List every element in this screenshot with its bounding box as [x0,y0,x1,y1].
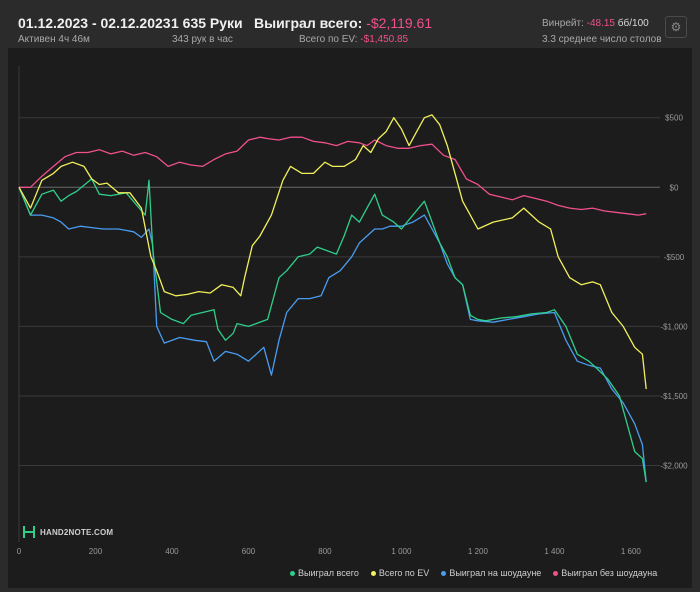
x-tick-label: 0 [17,547,22,556]
y-tick-label: -$2,000 [660,461,688,470]
date-range: 01.12.2023 - 02.12.2023 [18,15,171,31]
settings-button[interactable]: ⚙ [665,16,687,38]
total-ev: Всего по EV: -$1,450.85 [299,34,408,45]
series-line [18,178,647,483]
legend-label: Выиграл на шоудауне [449,568,542,578]
series-line [19,136,647,216]
y-tick-label: $500 [665,114,683,123]
x-tick-label: 1 000 [391,547,412,556]
chart-legend: Выиграл всего Всего по EV Выиграл на шоу… [290,568,657,578]
logo: HAND2NOTE.COM [22,525,113,539]
legend-item-nonshowdown[interactable]: Выиграл без шоудауна [553,568,657,578]
hands-per-hour: 343 рук в час [172,34,233,45]
winrate: Винрейт: -48.15 бб/100 [542,18,649,29]
y-tick-label: -$1,500 [660,392,688,401]
winrate-label: Винрейт: [542,18,584,29]
y-tick-label: -$500 [664,253,685,262]
y-tick-label: -$1,000 [660,322,688,331]
legend-label: Выиграл без шоудауна [561,568,658,578]
active-time: Активен 4ч 46м [18,34,90,45]
logo-icon [23,526,35,538]
x-tick-label: 800 [318,547,332,556]
winrate-unit: бб/100 [617,18,649,29]
legend-swatch [370,570,376,576]
series-line [18,114,647,390]
legend-swatch [441,570,447,576]
x-tick-label: 1 600 [621,547,642,556]
winrate-value: -48.15 [586,18,615,29]
legend-item-ev[interactable]: Всего по EV [370,568,430,578]
legend-label: Выиграл всего [298,568,359,578]
chart-header: 01.12.2023 - 02.12.2023 Активен 4ч 46м 1… [0,0,700,50]
gear-icon: ⚙ [670,20,682,34]
y-tick-label: $0 [670,183,679,192]
legend-item-won[interactable]: Выиграл всего [290,568,359,578]
results-chart: $500 $0 -$500 -$1,000 -$1,500 -$2,000 0 200 400 6… [17,66,688,556]
legend-label: Всего по EV [378,568,430,578]
x-tick-label: 200 [89,547,103,556]
legend-swatch [290,570,295,576]
total-ev-value: -$1,450.85 [360,34,409,45]
x-tick-label: 600 [242,547,256,556]
legend-swatch [553,570,559,576]
avg-tables: 3.3 среднее число столов [542,34,662,45]
legend-item-showdown[interactable]: Выиграл на шоудауне [441,568,541,578]
chart-area: $500 $0 -$500 -$1,000 -$1,500 -$2,000 0 200 400 6… [8,48,692,588]
series-line [18,187,647,483]
x-tick-label: 400 [165,547,179,556]
x-tick-label: 1 400 [544,547,565,556]
total-won-value: -$2,119.61 [366,15,433,31]
x-tick-label: 1 200 [468,547,489,556]
total-won-label: Выиграл всего: [254,15,363,31]
hands-count: 1 635 Руки [171,15,243,31]
total-won: Выиграл всего: -$2,119.61 [254,15,432,31]
logo-text: HAND2NOTE.COM [40,527,114,537]
total-ev-label: Всего по EV: [299,34,358,45]
